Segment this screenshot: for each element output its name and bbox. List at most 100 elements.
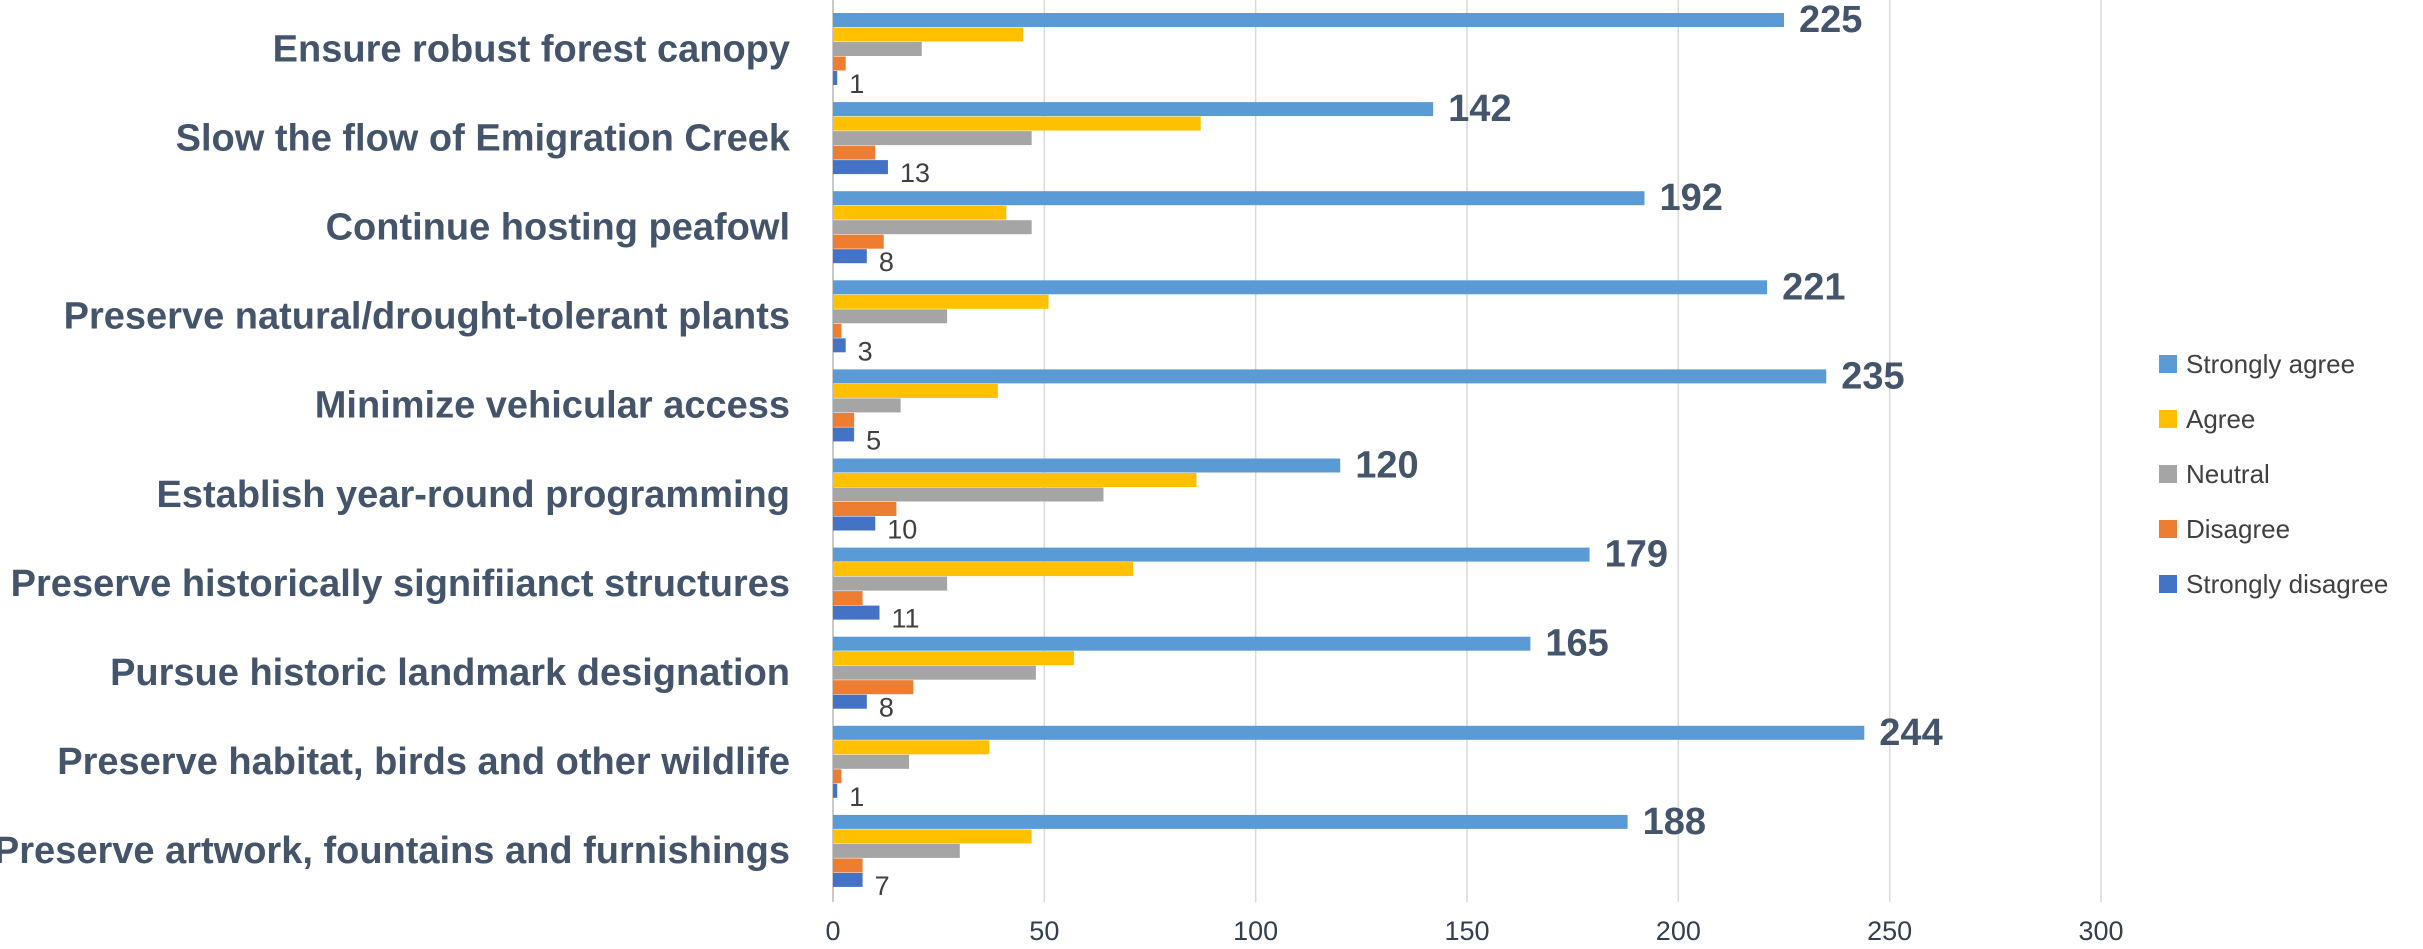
x-tick-label: 100 <box>1233 916 1278 946</box>
bar-strongly-disagree <box>833 872 863 887</box>
data-label: 13 <box>900 158 930 188</box>
bar-neutral <box>833 131 1032 146</box>
data-label: 7 <box>875 871 890 901</box>
legend-swatch <box>2159 465 2177 483</box>
legend-swatch <box>2159 575 2177 593</box>
legend-label: Agree <box>2186 404 2255 434</box>
category-label: Slow the flow of Emigration Creek <box>176 117 791 159</box>
bar-strongly-agree <box>833 280 1768 295</box>
category-label: Establish year-round programming <box>157 474 790 516</box>
data-label: 11 <box>891 604 919 634</box>
category-label: Preserve historically signifiianct struc… <box>11 563 790 605</box>
category-label: Ensure robust forest canopy <box>273 28 790 70</box>
bar-neutral <box>833 220 1032 235</box>
legend-label: Strongly disagree <box>2186 569 2388 599</box>
bar-strongly-agree <box>833 458 1341 473</box>
bar-neutral <box>833 843 960 858</box>
bar-disagree <box>833 56 846 71</box>
data-label: 235 <box>1841 355 1904 397</box>
data-label: 1 <box>849 69 864 99</box>
bar-disagree <box>833 323 842 338</box>
bar-disagree <box>833 858 863 873</box>
x-tick-label: 300 <box>2078 916 2123 946</box>
bar-disagree <box>833 769 842 784</box>
bar-disagree <box>833 145 876 160</box>
x-tick-label: 200 <box>1656 916 1701 946</box>
bar-agree <box>833 383 998 398</box>
data-label: 221 <box>1782 266 1845 308</box>
bars <box>833 13 1865 887</box>
bar-strongly-disagree <box>833 516 876 531</box>
bar-disagree <box>833 502 897 516</box>
bar-strongly-agree <box>833 725 1865 740</box>
category-label: Pursue historic landmark designation <box>110 652 790 694</box>
bar-disagree <box>833 680 914 695</box>
data-label: 165 <box>1545 623 1608 665</box>
bar-agree <box>833 116 1201 131</box>
data-label: 192 <box>1660 177 1723 219</box>
bar-agree <box>833 205 1007 220</box>
data-label: 8 <box>879 247 894 277</box>
x-tick-label: 0 <box>825 916 840 946</box>
bar-strongly-agree <box>833 191 1645 206</box>
bar-agree <box>833 740 990 755</box>
category-label: Continue hosting peafowl <box>326 206 790 248</box>
bar-neutral <box>833 42 922 56</box>
category-labels: Ensure robust forest canopy Slow the flow… <box>0 28 791 872</box>
bar-strongly-disagree <box>833 694 867 709</box>
category-label: Preserve natural/drought-tolerant plants <box>64 296 790 338</box>
x-tick-label: 50 <box>1029 916 1059 946</box>
bar-strongly-disagree <box>833 605 880 620</box>
data-label: 120 <box>1355 445 1418 487</box>
gridlines <box>832 0 2102 902</box>
data-labels: 225 1 142 13 192 8 221 3 235 5 120 10 179 11 165 8 244 1 1… <box>849 0 1942 901</box>
bar-strongly-agree <box>833 814 1628 829</box>
bar-strongly-disagree <box>833 249 867 264</box>
data-label: 225 <box>1799 0 1862 41</box>
bar-agree <box>833 651 1074 666</box>
bar-strongly-agree <box>833 13 1784 27</box>
bar-neutral <box>833 309 948 324</box>
legend: Strongly agree Agree Neutral Disagree Strong… <box>2159 349 2388 599</box>
legend-swatch <box>2159 410 2177 428</box>
category-label: Preserve habitat, birds and other wildli… <box>57 741 790 783</box>
legend-label: Strongly agree <box>2186 349 2355 379</box>
bar-disagree <box>833 234 884 249</box>
bar-strongly-disagree <box>833 427 855 442</box>
data-label: 10 <box>887 515 917 545</box>
data-label: 179 <box>1605 534 1668 576</box>
bar-agree <box>833 27 1024 42</box>
data-label: 188 <box>1643 801 1706 843</box>
bar-strongly-disagree <box>833 338 846 353</box>
bar-neutral <box>833 665 1036 680</box>
x-tick-label: 150 <box>1444 916 1489 946</box>
bar-strongly-agree <box>833 102 1434 117</box>
data-label: 142 <box>1448 88 1511 130</box>
bar-neutral <box>833 398 901 413</box>
data-label: 1 <box>849 782 864 812</box>
legend-swatch <box>2159 355 2177 373</box>
x-axis-ticks: 0 50 100 150 200 250 300 <box>825 916 2123 946</box>
legend-label: Neutral <box>2186 459 2270 489</box>
bar-disagree <box>833 412 855 427</box>
data-label: 244 <box>1879 712 1942 754</box>
bar-neutral <box>833 487 1104 502</box>
bar-neutral <box>833 576 948 591</box>
legend-swatch <box>2159 520 2177 538</box>
legend-label: Disagree <box>2186 514 2290 544</box>
bar-agree <box>833 829 1032 844</box>
bar-neutral <box>833 754 910 769</box>
bar-strongly-agree <box>833 636 1531 651</box>
data-label: 3 <box>858 336 873 366</box>
category-label: Minimize vehicular access <box>315 385 790 427</box>
bar-strongly-disagree <box>833 783 838 798</box>
bar-strongly-agree <box>833 369 1827 384</box>
category-label: Preserve artwork, fountains and furnishi… <box>0 830 790 872</box>
bar-disagree <box>833 591 863 606</box>
bar-agree <box>833 294 1049 309</box>
bar-strongly-agree <box>833 547 1590 562</box>
data-label: 5 <box>866 425 881 455</box>
bar-strongly-disagree <box>833 160 888 175</box>
x-tick-label: 250 <box>1867 916 1912 946</box>
